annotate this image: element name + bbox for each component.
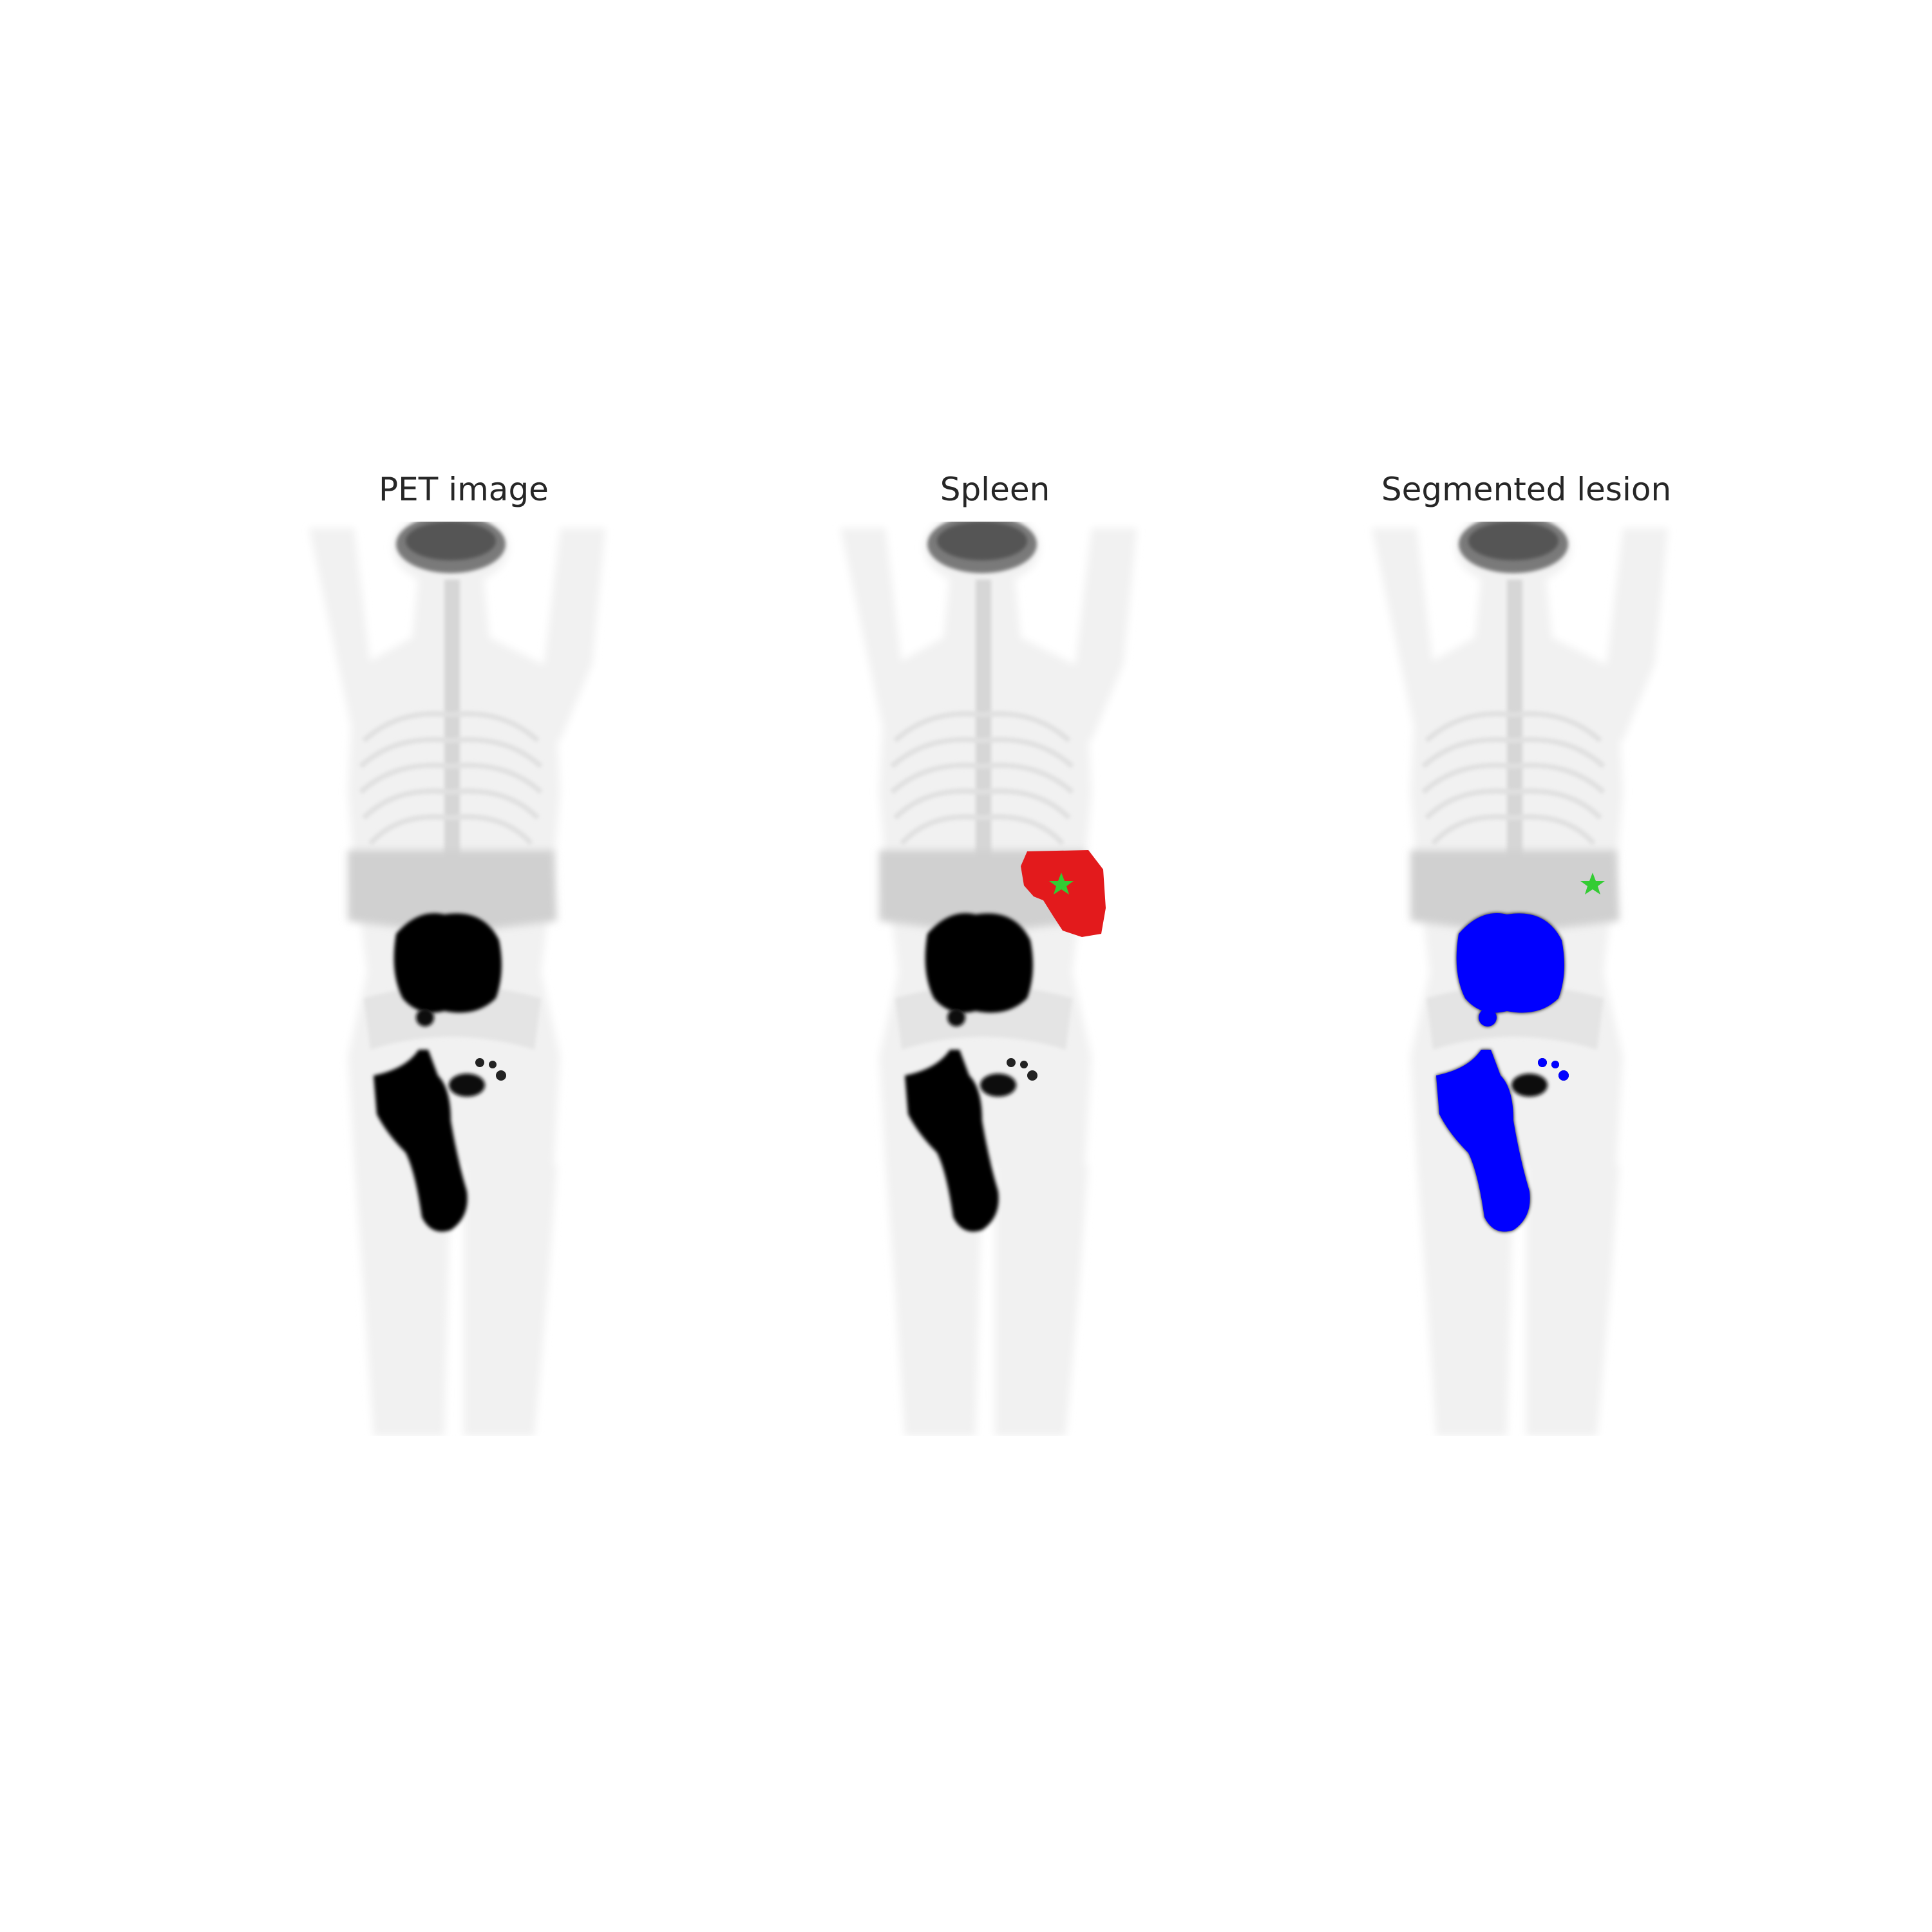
panel-title-lesion: Segmented lesion	[1381, 471, 1672, 508]
lesion-mask	[1436, 913, 1569, 1232]
spleen-overlay-image	[789, 522, 1175, 1436]
spleen-mask	[1021, 850, 1106, 937]
lesion-overlay-image	[1320, 522, 1707, 1436]
panel-title-pet: PET image	[379, 471, 549, 508]
pet-image	[258, 522, 644, 1436]
star-icon	[1049, 873, 1074, 895]
panel-title-spleen: Spleen	[940, 471, 1050, 508]
star-icon	[1580, 873, 1605, 895]
